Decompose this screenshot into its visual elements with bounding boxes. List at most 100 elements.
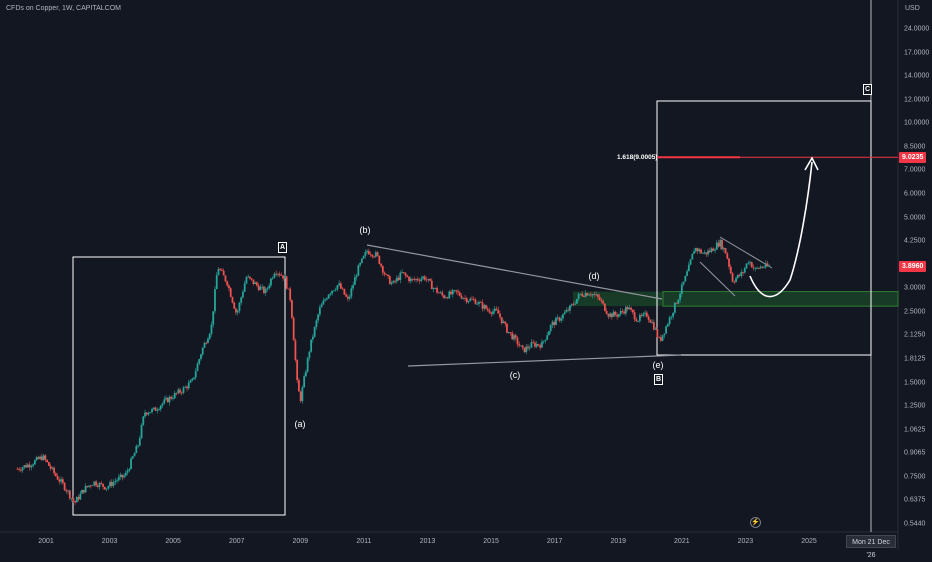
candle-body (191, 378, 194, 381)
candle-body (81, 489, 83, 494)
candle-body (432, 288, 435, 290)
candle-body (124, 472, 127, 476)
candle-body (402, 272, 405, 274)
candle-body (67, 490, 69, 492)
currency-label: USD (905, 5, 920, 12)
candle-body (569, 305, 571, 311)
candle-body (617, 314, 620, 317)
time-axis-label: 2009 (292, 538, 309, 545)
candle-body (610, 313, 613, 318)
candle-body (226, 281, 229, 286)
candle-body (217, 269, 220, 276)
candle-body (235, 308, 237, 313)
candle-body (325, 298, 328, 300)
candle-body (747, 262, 750, 264)
wave-label-d[interactable]: (d) (588, 271, 600, 281)
wave-label-a[interactable]: (a) (294, 419, 306, 429)
candle-body (409, 278, 412, 282)
price-axis[interactable]: USD 24.0000 17.0000 14.0000 12.0000 10.0000 8… (898, 0, 932, 550)
candle-body (381, 266, 384, 273)
wave-label-b[interactable]: (b) (359, 225, 371, 235)
candle-body (425, 279, 428, 281)
candle-body (130, 458, 132, 469)
candle-body (659, 337, 662, 341)
candle-body (26, 464, 29, 468)
price-axis-label: 0.6375 (904, 496, 926, 504)
elliott-box-c (656, 100, 872, 356)
candle-body (458, 292, 461, 296)
symbol-header[interactable]: CFDs on Copper, 1W, CAPITALCOM (6, 5, 122, 12)
candle-body (651, 322, 654, 323)
candle-body (742, 272, 744, 273)
candle-body (745, 263, 748, 269)
candle-body (33, 460, 36, 465)
candle-body (332, 290, 335, 292)
candle-body (100, 482, 103, 484)
candle-body (366, 250, 368, 253)
candle-body (114, 481, 117, 483)
candle-body (273, 273, 276, 278)
price-axis-label: 10.0000 (904, 119, 930, 127)
candle-body (240, 297, 243, 303)
candle-body (298, 380, 300, 392)
candle-body (728, 258, 730, 267)
candle-body (268, 285, 271, 289)
candle-body (600, 299, 603, 302)
candle-body (236, 311, 239, 313)
candle-body (98, 482, 101, 488)
price-axis-label: 1.0625 (904, 426, 926, 434)
candle-body (63, 482, 66, 490)
box-label-b[interactable]: B (654, 374, 663, 385)
candle-body (37, 457, 40, 460)
lightning-icon[interactable]: ⚡ (750, 517, 761, 528)
candle-body (478, 301, 480, 304)
candle-body (684, 275, 687, 282)
price-axis-label: 0.9065 (904, 449, 926, 457)
fib-extension-label[interactable]: 1.618(9.0005) (617, 154, 658, 161)
support-zone (573, 291, 898, 307)
candle-body (717, 242, 720, 247)
candle-body (560, 318, 563, 321)
candle-body (256, 282, 258, 286)
candle-body (60, 479, 63, 482)
wave-label-c[interactable]: (c) (509, 370, 521, 380)
candle-body (42, 455, 45, 461)
candle-body (151, 408, 153, 413)
price-axis-label: 2.1250 (904, 331, 926, 339)
candle-body (549, 325, 552, 332)
triangle-lower-trendline (407, 354, 682, 367)
candle-body (485, 305, 487, 309)
candle-body (214, 289, 216, 312)
candle-body (324, 299, 327, 301)
chart-canvas[interactable] (0, 0, 932, 550)
candle-body (759, 266, 762, 269)
candle-body (117, 476, 120, 481)
candle-body (380, 263, 382, 267)
candle-body (696, 248, 699, 252)
candle-body (166, 397, 169, 403)
time-axis-label: 2017 (546, 538, 563, 545)
candle-body (574, 303, 577, 305)
box-label-c[interactable]: C (863, 84, 872, 95)
candle-body (523, 347, 526, 353)
candle-body (656, 329, 659, 338)
candle-body (579, 293, 582, 295)
time-axis[interactable]: 2001 2003 2005 2007 2009 2011 2013 2015 2017 2019… (0, 532, 898, 550)
candle-body (645, 312, 648, 317)
candle-body (353, 277, 356, 286)
box-label-a[interactable]: A (278, 242, 287, 253)
candle-body (483, 305, 486, 309)
candle-body (53, 467, 56, 474)
candle-body (392, 280, 395, 283)
candle-body (609, 313, 612, 317)
candle-body (210, 324, 213, 334)
candle-body (161, 403, 164, 406)
candle-body (740, 272, 743, 276)
price-axis-label: 8.5000 (904, 143, 926, 151)
candle-body (555, 317, 557, 326)
wave-label-e[interactable]: (e) (652, 360, 664, 370)
candle-body (444, 297, 447, 299)
candle-body (733, 281, 736, 283)
candle-body (259, 286, 262, 291)
